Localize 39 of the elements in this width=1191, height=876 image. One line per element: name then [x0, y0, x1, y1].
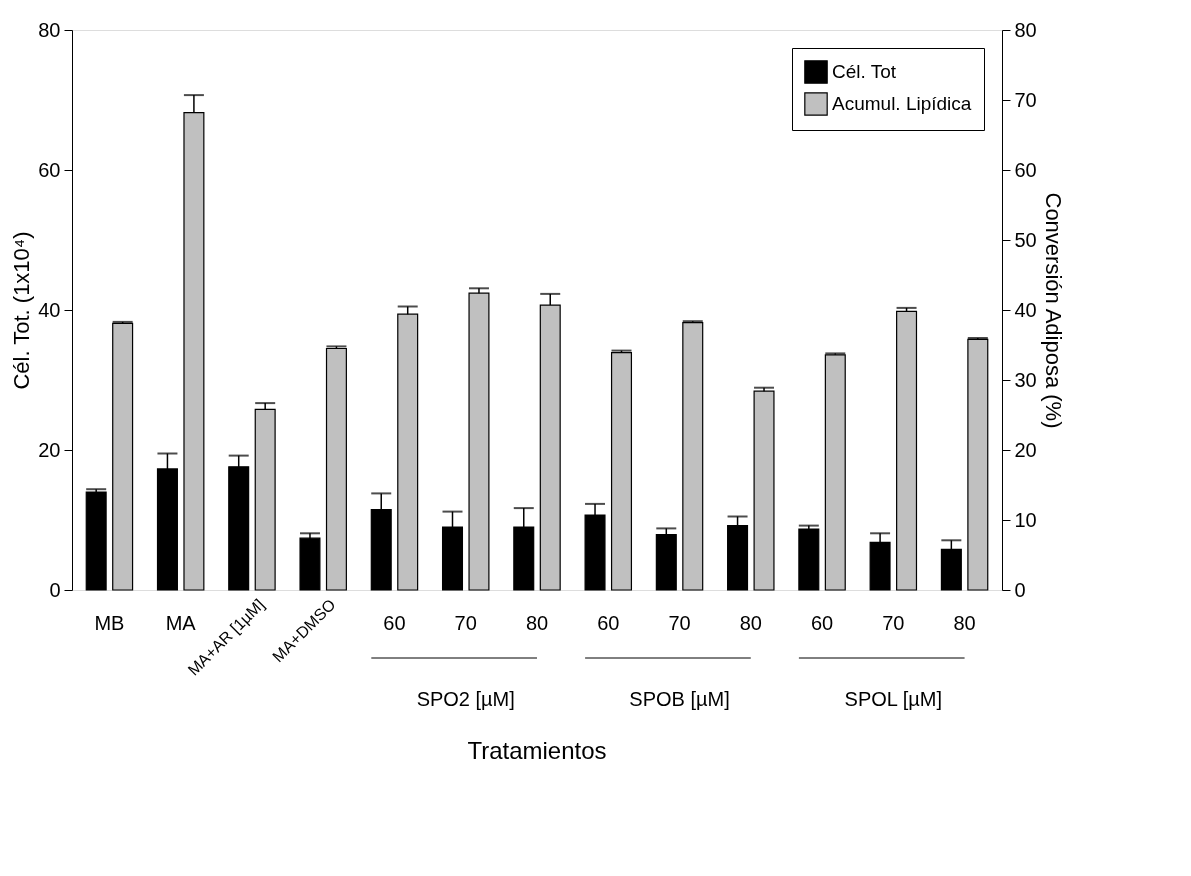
bar [824, 354, 846, 591]
x-tick-label: 60 [597, 612, 620, 634]
y2-axis-title: Conversión Adiposa (%) [1040, 192, 1066, 429]
x-tick-label: 60 [810, 612, 834, 634]
y2-tick-label: 70 [1014, 88, 1037, 111]
x-axis-title: Tratamientos [467, 737, 607, 764]
y2-tick-label: 50 [1014, 228, 1037, 251]
bar [254, 408, 276, 591]
x-tick-label: 70 [668, 612, 691, 634]
y2-tick-label: 60 [1014, 158, 1037, 181]
text: SPOB [µM] [629, 688, 730, 710]
x-tick-label: 80 [739, 612, 762, 634]
y-tick-label: 0 [49, 578, 61, 601]
y2-tick-label: 0 [1014, 578, 1026, 601]
x-tick-label: 80 [953, 612, 976, 634]
text: SPO2 [µM] [416, 688, 515, 710]
y-tick-label: 60 [38, 158, 61, 181]
y-tick-label: 20 [38, 438, 61, 461]
x-tick-label: MB [94, 612, 125, 634]
text: SPOL [µM] [844, 688, 943, 710]
y-tick-label: 80 [38, 18, 61, 41]
x-tick-label: 70 [454, 612, 477, 634]
y2-tick-label: 80 [1014, 18, 1037, 41]
bar [682, 322, 704, 591]
legend-label: Cél. Tot [832, 61, 897, 82]
x-tick-label: 60 [383, 612, 406, 634]
bar [325, 347, 347, 591]
bar [967, 338, 989, 591]
y2-tick-label: 30 [1014, 368, 1037, 391]
x-tick-label: MA [165, 612, 197, 634]
legend-label: Acumul. Lipídica [832, 93, 972, 114]
y2-tick-label: 20 [1014, 438, 1037, 461]
bar [112, 322, 134, 591]
y2-tick-label: 40 [1014, 298, 1037, 321]
y-tick-label: 40 [38, 298, 61, 321]
y-axis-title: Cél. Tot. (1x10⁴) [9, 231, 35, 390]
x-tick-label: 70 [882, 612, 905, 634]
y2-tick-label: 10 [1014, 508, 1037, 531]
x-tick-label: 80 [525, 612, 549, 634]
